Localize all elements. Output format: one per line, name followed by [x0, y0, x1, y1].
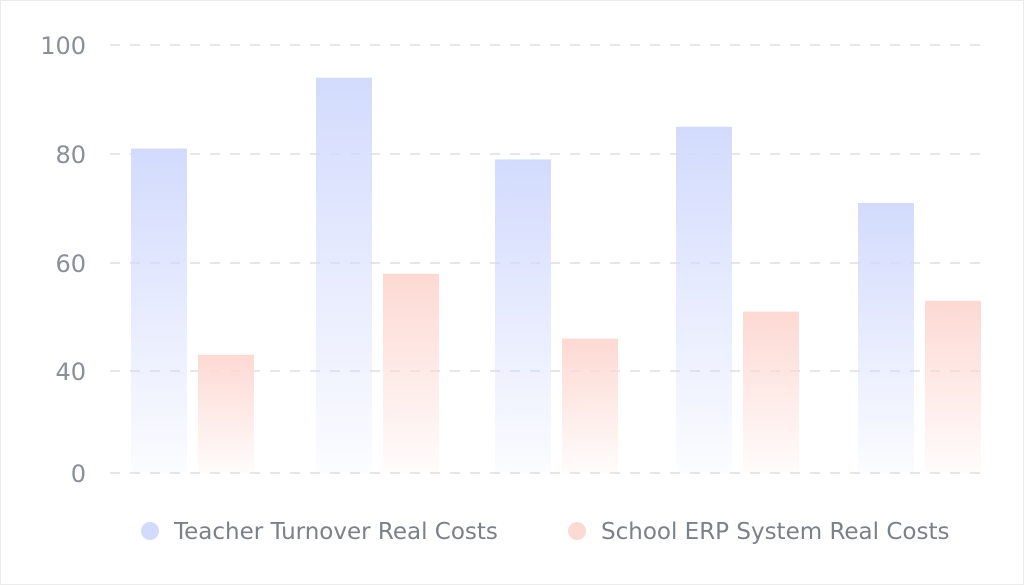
bar-series-1-1	[383, 273, 439, 473]
y-tick-label: 80	[55, 141, 86, 169]
y-tick-label: 40	[55, 358, 86, 386]
y-tick-label: 100	[40, 32, 86, 60]
bar-series-0-1	[316, 77, 372, 473]
bar-series-1-2	[562, 338, 618, 473]
y-tick-label: 0	[71, 460, 86, 488]
bar-series-1-4	[925, 300, 981, 473]
legend-marker	[141, 522, 159, 540]
bar-series-0-4	[858, 203, 914, 474]
bar-series-0-2	[495, 159, 551, 473]
legend-label: School ERP System Real Costs	[601, 519, 949, 545]
y-tick-label: 60	[55, 250, 86, 278]
bar-series-0-3	[676, 126, 732, 473]
bar-series-1-0	[198, 354, 254, 473]
bar-series-0-0	[131, 148, 187, 474]
bar-series-1-3	[743, 311, 799, 473]
legend-marker	[568, 522, 586, 540]
legend-label: Teacher Turnover Real Costs	[173, 519, 498, 545]
